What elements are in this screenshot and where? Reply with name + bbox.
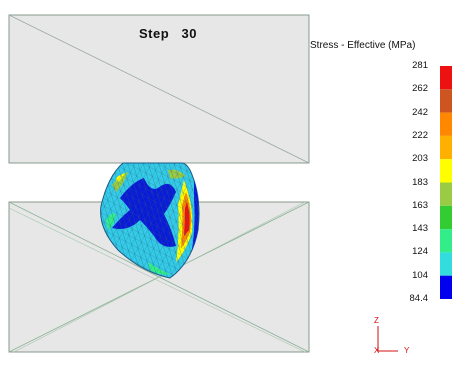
legend-swatch (440, 66, 452, 90)
upper-die (8, 14, 310, 164)
legend-swatch (440, 159, 452, 183)
step-title: Step 30 (139, 26, 197, 41)
legend-swatch (440, 275, 452, 299)
legend-colorbar (440, 66, 452, 299)
legend-swatch (440, 229, 452, 253)
legend-value: 281 (412, 60, 428, 71)
legend-value: 203 (412, 153, 428, 165)
legend-swatch (440, 135, 452, 160)
legend-value: 143 (412, 223, 428, 235)
axis-y-label: Y (404, 346, 410, 355)
axis-z-label: Z (374, 316, 379, 325)
axis-x-label: X (374, 346, 380, 355)
legend-value: 163 (412, 199, 428, 211)
legend-swatch (440, 182, 452, 206)
axis-triad (377, 326, 398, 352)
legend-value: 104 (412, 269, 428, 281)
legend-value: 242 (412, 106, 428, 118)
legend-swatch (440, 112, 452, 136)
legend-value: 84.4 (409, 293, 429, 304)
legend-swatch (440, 252, 452, 276)
legend-value: 183 (412, 176, 428, 188)
legend-value: 124 (412, 246, 428, 258)
legend-title: Stress - Effective (MPa) (310, 40, 416, 51)
legend-swatch (440, 205, 452, 230)
legend-value: 262 (412, 83, 428, 95)
legend-value: 222 (412, 129, 428, 141)
legend-swatch (440, 89, 452, 113)
